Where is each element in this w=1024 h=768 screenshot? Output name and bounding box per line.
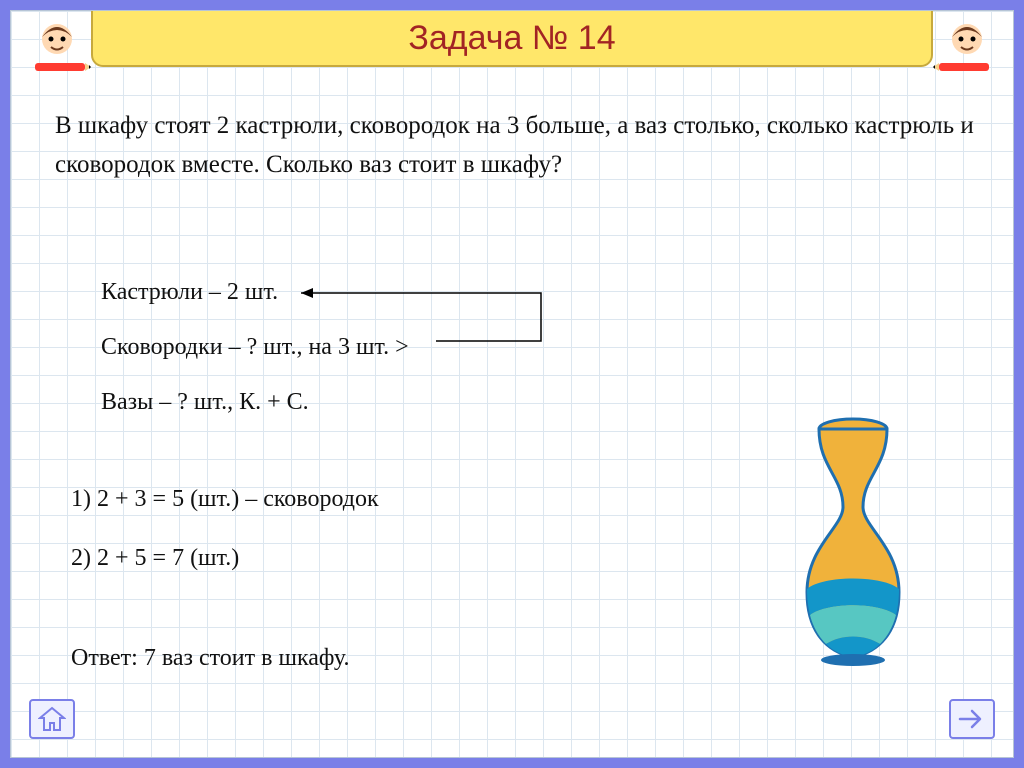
given-line-1: Кастрюли – 2 шт.	[101, 279, 409, 306]
given-line-3: Вазы – ? шт., К. + С.	[101, 389, 409, 416]
kid-left-icon	[29, 17, 93, 81]
vase-icon	[783, 417, 923, 667]
kid-right-icon	[931, 17, 995, 81]
problem-text: В шкафу стоят 2 кастрюли, сковородок на …	[55, 107, 975, 185]
solution-step-2: 2) 2 + 5 = 7 (шт.)	[71, 545, 379, 572]
given-block: Кастрюли – 2 шт. Сковородки – ? шт., на …	[101, 279, 409, 444]
home-button[interactable]	[29, 699, 75, 739]
arrow-right-icon	[958, 707, 986, 731]
solution-block: 1) 2 + 3 = 5 (шт.) – сковородок 2) 2 + 5…	[71, 486, 379, 604]
title-bar: Задача № 14	[91, 11, 933, 67]
slide: Задача № 14 В шкафу стоят 2 кастрюли, ск…	[10, 10, 1014, 758]
solution-step-1: 1) 2 + 3 = 5 (шт.) – сковородок	[71, 486, 379, 513]
task-title: Задача № 14	[408, 19, 615, 58]
given-line-2: Сковородки – ? шт., на 3 шт. >	[101, 334, 409, 361]
answer-text: Ответ: 7 ваз стоит в шкафу.	[71, 645, 349, 672]
next-button[interactable]	[949, 699, 995, 739]
home-icon	[38, 706, 66, 732]
